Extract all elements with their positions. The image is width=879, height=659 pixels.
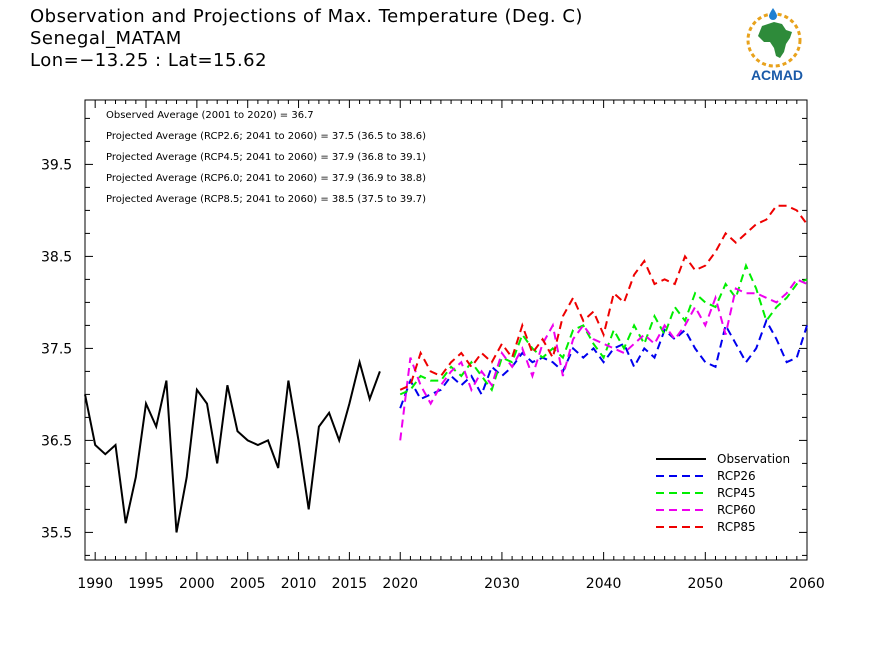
plot-frame — [84, 99, 808, 561]
x-tick-label: 2000 — [179, 576, 215, 592]
x-tick-label: 2030 — [484, 576, 520, 592]
legend-label-rcp60: RCP60 — [717, 503, 756, 517]
chart-subtitle-location: Senegal_MATAM — [30, 28, 182, 49]
legend-label-rcp45: RCP45 — [717, 486, 756, 500]
chart-annotation: Projected Average (RCP6.0; 2041 to 2060)… — [106, 173, 426, 184]
chart-annotations: Observed Average (2001 to 2020) = 36.7 Pr… — [106, 110, 426, 205]
chart-legend: Observation RCP26 RCP45 RCP60 RCP85 — [656, 452, 790, 534]
legend-label-observation: Observation — [717, 452, 790, 466]
series-line-observation — [84, 358, 381, 533]
chart-series — [84, 204, 808, 533]
y-tick-label: 39.5 — [41, 157, 72, 173]
y-tick-label: 37.5 — [41, 341, 72, 357]
acmad-logo: ACMAD — [736, 6, 818, 84]
y-tick-label: 35.5 — [41, 525, 72, 541]
series-line-rcp60 — [399, 278, 808, 441]
x-tick-label: 2060 — [789, 576, 825, 592]
x-tick-label: 2015 — [332, 576, 368, 592]
chart-title-block: Observation and Projections of Max. Temp… — [30, 6, 583, 72]
x-tick-label: 1995 — [128, 576, 164, 592]
x-tick-label: 2050 — [687, 576, 723, 592]
series-line-rcp45 — [399, 262, 808, 396]
chart-subtitle-coordinates: Lon=−13.25 : Lat=15.62 — [30, 50, 268, 71]
y-tick-label: 38.5 — [41, 249, 72, 265]
y-tick-label: 36.5 — [41, 433, 72, 449]
chart-annotation: Observed Average (2001 to 2020) = 36.7 — [106, 110, 314, 121]
x-tick-label: 2010 — [281, 576, 317, 592]
logo-text: ACMAD — [751, 67, 803, 83]
legend-label-rcp26: RCP26 — [717, 469, 756, 483]
series-line-rcp26 — [399, 318, 808, 409]
water-drop-icon — [769, 8, 777, 20]
series-line-rcp85 — [399, 204, 808, 391]
chart-annotation: Projected Average (RCP2.6; 2041 to 2060)… — [106, 131, 426, 142]
chart-annotation: Projected Average (RCP4.5; 2041 to 2060)… — [106, 152, 426, 163]
chart-annotation: Projected Average (RCP8.5; 2041 to 2060)… — [106, 194, 426, 205]
chart-title: Observation and Projections of Max. Temp… — [30, 6, 583, 27]
africa-icon — [758, 22, 792, 58]
chart-axes: 35.5 36.5 37.5 38.5 39.5 1990 1995 2000 2005 2010… — [41, 99, 825, 592]
legend-label-rcp85: RCP85 — [717, 520, 756, 534]
x-tick-label: 2020 — [382, 576, 418, 592]
x-tick-label: 2040 — [586, 576, 622, 592]
x-tick-label: 1990 — [77, 576, 113, 592]
x-tick-label: 2005 — [230, 576, 266, 592]
